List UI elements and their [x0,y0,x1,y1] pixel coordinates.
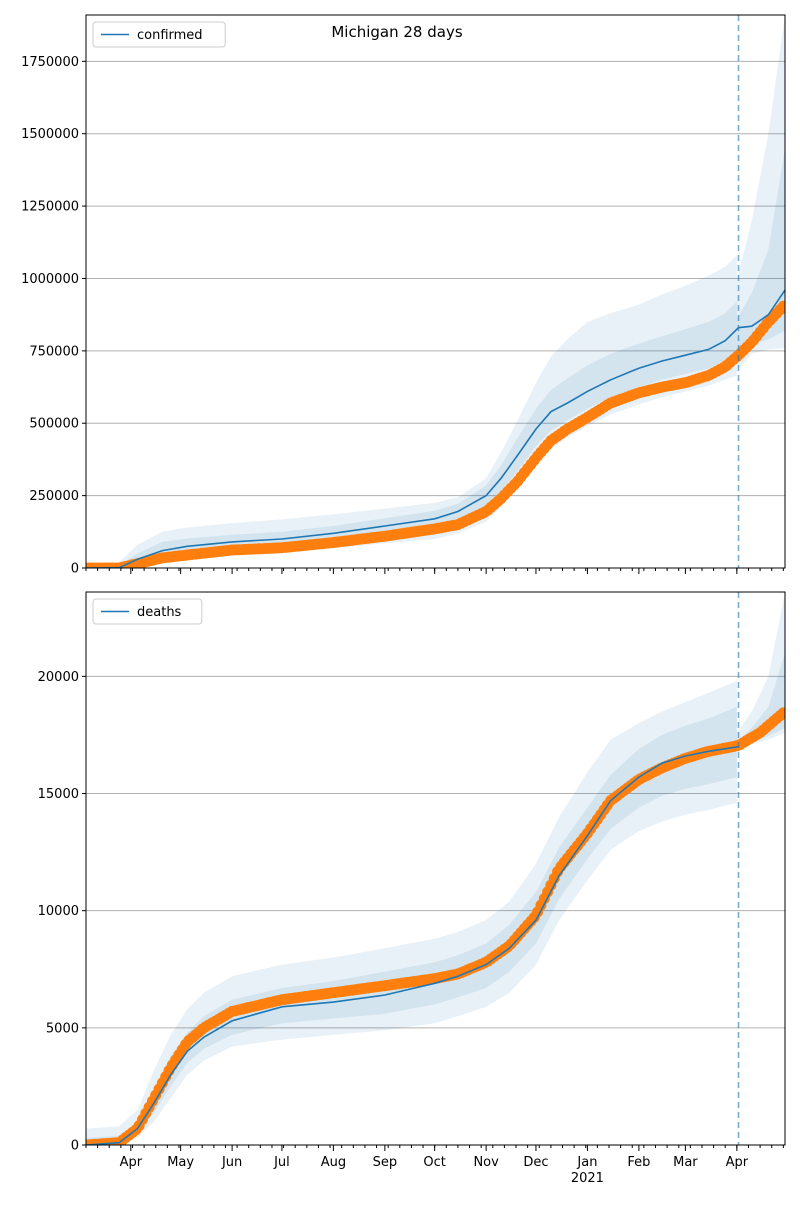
observed-points [86,300,785,568]
uncertainty-band-forecast-outer [736,15,785,372]
legend-label: confirmed [137,28,203,43]
y-tick-label: 750000 [29,344,79,359]
x-tick-label: May [167,1155,194,1170]
y-tick-label: 15000 [38,787,79,802]
plot-area [86,15,785,568]
y-tick-label: 1250000 [21,200,79,215]
axes-frame [85,14,786,569]
axes-frame [85,591,786,1146]
uncertainty-band-inner [86,301,737,568]
figure-title: Michigan 28 days [331,23,462,41]
x-year-label: 2021 [571,1171,604,1186]
x-tick-label: Jan [576,1155,597,1170]
x-tick-label: Jun [221,1155,242,1170]
y-tick-label: 20000 [38,670,79,685]
uncertainty-band-outer [86,681,737,1145]
y-tick-label: 0 [71,1139,79,1154]
y-tick-label: 500000 [29,417,79,432]
legend-box [92,21,226,48]
observed-point [777,707,785,719]
y-tick-label: 1500000 [21,127,79,142]
x-tick-label: Apr [120,1155,143,1170]
uncertainty-band-outer [86,255,737,568]
y-tick-label: 1000000 [21,272,79,287]
observed-point [777,300,785,312]
x-tick-label: Jul [273,1155,290,1170]
y-tick-label: 10000 [38,904,79,919]
model-line [86,745,739,1145]
legend-box [92,598,203,625]
y-tick-label: 5000 [46,1021,79,1036]
y-tick-label: 250000 [29,489,79,504]
y-tick-label: 0 [71,562,79,577]
x-tick-label: Apr [726,1155,749,1170]
panel-confirmed: 0 250000 500000 750000 1000000 1250000 1500000… [21,14,786,577]
legend: confirmed [92,21,226,48]
x-tick-label: Oct [423,1155,445,1170]
uncertainty-band-forecast-outer [736,592,785,749]
legend-label: deaths [137,605,182,620]
x-tick-label: Sep [373,1155,398,1170]
x-tick-label: Mar [673,1155,698,1170]
legend: deaths [92,598,203,625]
x-tick-label: Nov [473,1155,499,1170]
x-tick-label: Feb [627,1155,650,1170]
panel-deaths: 0 5000 10000 15000 20000 Apr May Jun Jul Aug Sep Oc… [38,591,786,1186]
model-line [86,289,785,568]
x-tick-label: Aug [321,1155,346,1170]
plot-area [86,592,785,1145]
x-tick-label: Dec [523,1155,548,1170]
y-tick-label: 1750000 [21,55,79,70]
